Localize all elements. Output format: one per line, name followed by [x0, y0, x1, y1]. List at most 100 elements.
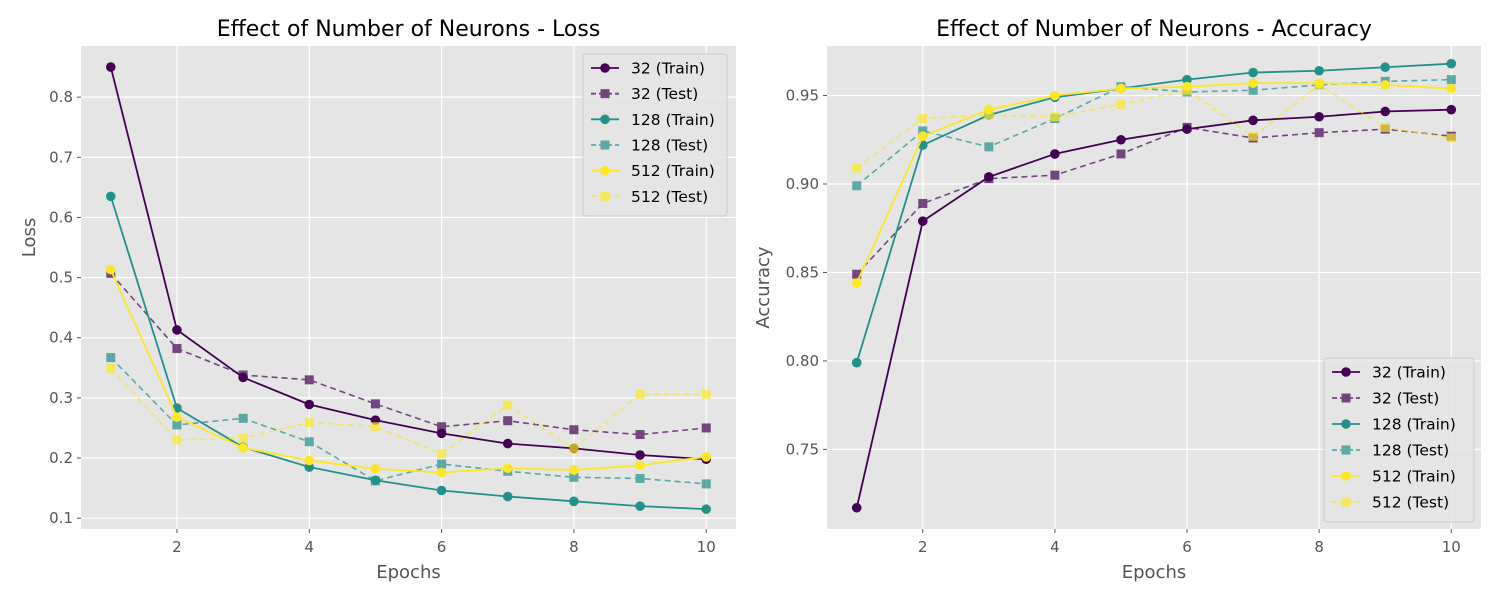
accuracy-data-point	[851, 357, 862, 368]
loss-data-point	[436, 485, 447, 496]
accuracy-series-line	[856, 126, 1452, 275]
loss-data-point	[569, 425, 579, 435]
accuracy-y-tick-label: 0.80	[786, 352, 819, 370]
accuracy-x-axis-label: Epochs	[1122, 562, 1187, 583]
loss-legend-marker	[600, 114, 610, 125]
loss-data-point	[701, 423, 711, 433]
loss-data-point	[172, 420, 182, 430]
loss-x-axis-label: Epochs	[376, 562, 441, 583]
accuracy-legend-box	[1323, 357, 1475, 523]
loss-series-line	[110, 367, 707, 455]
loss-series-line	[109, 196, 707, 511]
loss-data-point	[437, 449, 447, 459]
loss-series	[105, 62, 712, 514]
loss-data-point	[370, 476, 380, 486]
loss-data-point	[304, 462, 315, 472]
loss-y-tick-label: 0.7	[49, 148, 73, 166]
loss-data-point	[569, 465, 579, 475]
loss-data-point	[304, 399, 315, 410]
loss-legend-item	[591, 114, 619, 125]
loss-x-tick-label: 10	[697, 538, 716, 556]
loss-series-line	[110, 357, 707, 485]
loss-data-point	[172, 325, 182, 335]
loss-legend-label: 32 (Train)	[631, 60, 705, 78]
loss-x-tick-label: 6	[437, 538, 447, 556]
accuracy-x-tick-label: 10	[1442, 538, 1461, 556]
loss-data-point	[304, 418, 314, 428]
loss-legend-marker	[600, 140, 610, 150]
accuracy-x-tick-label: 2	[918, 538, 928, 556]
loss-data-point	[635, 389, 645, 399]
loss-series-4	[105, 264, 712, 478]
loss-data-point	[502, 491, 513, 502]
loss-legend-label: 512 (Test)	[631, 188, 708, 206]
accuracy-data-point	[852, 269, 862, 279]
loss-data-point	[436, 467, 447, 478]
accuracy-y-axis-label: Accuracy	[753, 246, 774, 329]
loss-y-tick-label: 0.6	[49, 208, 73, 226]
loss-series-5	[106, 363, 711, 459]
loss-series-3	[106, 353, 711, 489]
accuracy-data-point	[851, 278, 862, 288]
loss-series-line	[109, 66, 707, 461]
loss-data-point	[635, 460, 645, 471]
loss-data-point	[106, 353, 116, 363]
loss-legend-label: 32 (Test)	[631, 85, 698, 103]
loss-data-point	[172, 344, 182, 354]
accuracy-data-point	[1314, 80, 1324, 90]
loss-data-point	[370, 464, 381, 474]
loss-data-point	[172, 412, 182, 422]
accuracy-data-point	[1116, 99, 1126, 109]
loss-legend-label: 128 (Train)	[631, 111, 715, 129]
loss-y-tick-label: 0.3	[49, 389, 73, 407]
accuracy-data-point	[918, 114, 928, 124]
accuracy-legend-marker	[1341, 497, 1351, 507]
accuracy-data-point	[1248, 85, 1258, 95]
accuracy-x-ticks: 2 4 6 8 10	[918, 529, 1461, 556]
loss-data-point	[370, 399, 380, 409]
loss-data-point	[503, 416, 513, 426]
loss-legend-marker	[600, 191, 610, 201]
accuracy-data-point	[1248, 131, 1258, 141]
accuracy-data-point	[1446, 133, 1456, 143]
accuracy-legend-label: 512 (Train)	[1372, 468, 1456, 486]
accuracy-data-point	[1380, 122, 1390, 132]
loss-data-point	[238, 442, 248, 453]
loss-data-point	[370, 422, 380, 432]
loss-legend-item	[591, 191, 619, 201]
loss-data-point	[437, 459, 447, 469]
accuracy-data-point	[1380, 106, 1391, 117]
accuracy-data-point	[1314, 128, 1324, 138]
accuracy-y-tick-label: 0.95	[786, 87, 819, 105]
loss-data-point	[304, 437, 314, 447]
loss-series-line	[109, 269, 707, 474]
loss-data-point	[569, 472, 579, 482]
accuracy-series-line	[855, 62, 1452, 363]
accuracy-legend-item	[1332, 497, 1360, 507]
loss-legend: 32 (Train) 32 (Test) 128 (Train) 128 (Test)…	[582, 53, 728, 217]
loss-data-point	[437, 422, 447, 432]
accuracy-data-point	[1314, 111, 1324, 122]
accuracy-data-point	[1446, 75, 1456, 85]
loss-gridlines	[81, 46, 736, 529]
accuracy-series-line	[855, 108, 1452, 508]
loss-data-point	[701, 504, 712, 514]
loss-data-point	[635, 450, 645, 460]
loss-legend-item	[591, 63, 619, 73]
loss-y-tick-label: 0.8	[49, 88, 73, 106]
loss-y-tick-label: 0.1	[49, 509, 73, 527]
accuracy-data-point	[852, 163, 862, 173]
accuracy-data-point	[1248, 78, 1258, 88]
loss-x-tick-label: 4	[304, 538, 314, 556]
loss-legend-label: 512 (Train)	[631, 162, 715, 180]
accuracy-legend-label: 128 (Train)	[1372, 416, 1456, 434]
loss-data-point	[106, 363, 116, 373]
accuracy-data-point	[1446, 104, 1457, 115]
accuracy-legend-item	[1332, 471, 1360, 481]
accuracy-legend-item	[1332, 419, 1360, 429]
accuracy-series	[851, 58, 1457, 513]
accuracy-data-point	[1050, 112, 1060, 122]
accuracy-y-ticks: 0.75 0.80 0.85 0.90 0.95	[786, 87, 827, 458]
loss-legend-item	[591, 165, 619, 176]
